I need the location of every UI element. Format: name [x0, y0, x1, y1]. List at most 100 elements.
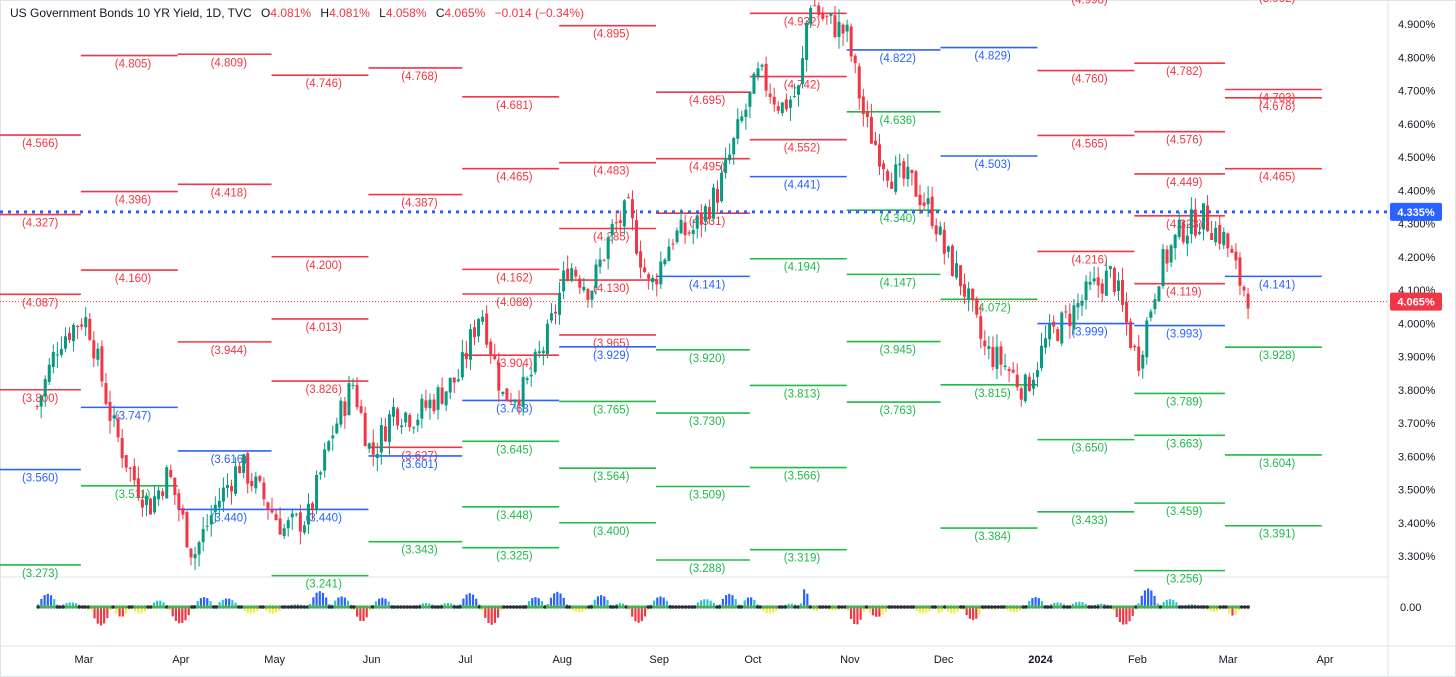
osc-bar	[925, 607, 928, 613]
candle-body	[140, 499, 144, 508]
candle-body	[351, 384, 355, 386]
level-label: (4.340)	[880, 213, 917, 225]
osc-dot	[148, 605, 153, 609]
candle-body	[1181, 221, 1185, 243]
osc-dot	[883, 605, 888, 609]
candle-body	[1007, 368, 1011, 372]
osc-bar	[527, 600, 531, 607]
osc-bar	[1056, 602, 1059, 607]
osc-dot	[1230, 605, 1235, 609]
osc-dot	[958, 605, 963, 609]
osc-dot	[80, 605, 85, 609]
level-label: (3.241)	[305, 579, 342, 591]
candle-body	[367, 443, 371, 449]
candle-body	[598, 259, 602, 267]
osc-dot	[583, 605, 588, 609]
level-label: (4.465)	[1259, 172, 1296, 184]
level-label: (4.147)	[880, 277, 917, 289]
osc-dot	[424, 605, 428, 609]
level-label: (4.449)	[1166, 177, 1203, 189]
candle-body	[335, 423, 339, 434]
osc-dot	[896, 605, 900, 609]
osc-dot	[177, 605, 181, 609]
osc-dot	[67, 605, 72, 609]
osc-dot	[668, 605, 672, 609]
osc-dot	[220, 605, 225, 609]
candle-body	[655, 279, 659, 285]
candle-body	[914, 171, 918, 197]
candle-body	[1206, 205, 1210, 232]
osc-dot	[224, 605, 228, 609]
osc-dot	[1024, 605, 1028, 609]
osc-dot	[252, 605, 256, 609]
osc-dot	[849, 605, 853, 609]
osc-dot	[737, 605, 741, 609]
osc-dot	[1011, 605, 1016, 609]
osc-dot	[417, 605, 422, 609]
osc-bar	[768, 607, 772, 614]
level-label: (3.904)	[496, 358, 533, 370]
osc-dot	[1083, 605, 1088, 609]
osc-dot	[858, 605, 863, 609]
osc-bar	[724, 595, 728, 607]
candle-body	[347, 383, 351, 416]
osc-dot	[161, 605, 166, 609]
candle-body	[590, 290, 594, 300]
level-label: (4.636)	[880, 115, 917, 127]
osc-dot	[1002, 605, 1006, 609]
osc-dot	[468, 605, 472, 609]
osc-bar	[1228, 607, 1231, 614]
osc-bar	[1140, 595, 1143, 607]
candle-body	[112, 415, 116, 419]
osc-dot	[968, 605, 972, 609]
level-label: (3.768)	[496, 403, 533, 415]
osc-bar	[231, 600, 234, 607]
candle-body	[570, 268, 574, 281]
osc-bar	[634, 607, 637, 622]
x-tick-label: Mar	[75, 654, 94, 666]
candle-body	[92, 340, 96, 359]
osc-bar	[871, 607, 875, 616]
level-label: (4.072)	[974, 302, 1011, 314]
osc-dot	[708, 605, 713, 609]
candle-body	[440, 387, 444, 404]
candle-body	[1092, 278, 1096, 282]
candle-body	[1141, 354, 1145, 369]
osc-dot	[1040, 605, 1044, 609]
candle-body	[294, 513, 298, 515]
osc-bar	[549, 597, 553, 607]
osc-dot	[924, 605, 929, 609]
level-label: (3.601)	[401, 459, 438, 471]
osc-dot	[430, 605, 435, 609]
candle-body	[420, 398, 424, 419]
osc-dot	[549, 605, 553, 609]
osc-bar	[799, 603, 803, 607]
x-tick-label: Oct	[744, 654, 761, 666]
osc-bar	[574, 607, 578, 612]
osc-dot	[1096, 605, 1100, 609]
osc-bar	[65, 603, 68, 607]
osc-dot	[1227, 605, 1232, 609]
osc-bar	[1234, 607, 1237, 615]
osc-bar	[143, 607, 146, 612]
osc-bar	[424, 603, 428, 607]
level-label: (4.495)	[689, 162, 726, 174]
candle-body	[258, 476, 262, 481]
y-tick-label: 4.800%	[1398, 52, 1436, 64]
candle-body	[509, 400, 513, 403]
osc-bar	[1209, 607, 1212, 612]
candle-body	[39, 395, 43, 407]
osc-dot	[887, 605, 891, 609]
osc-dot	[236, 605, 241, 609]
x-tick-label: Jun	[363, 654, 381, 666]
osc-dot	[52, 605, 57, 609]
osc-dot	[1021, 605, 1026, 609]
osc-bar	[271, 607, 274, 614]
candle-body	[468, 329, 472, 360]
osc-dot	[292, 605, 297, 609]
candle-body	[412, 427, 416, 429]
level-label: (4.805)	[115, 59, 152, 71]
y-tick-label: 4.500%	[1398, 152, 1436, 164]
candle-body	[517, 399, 521, 406]
